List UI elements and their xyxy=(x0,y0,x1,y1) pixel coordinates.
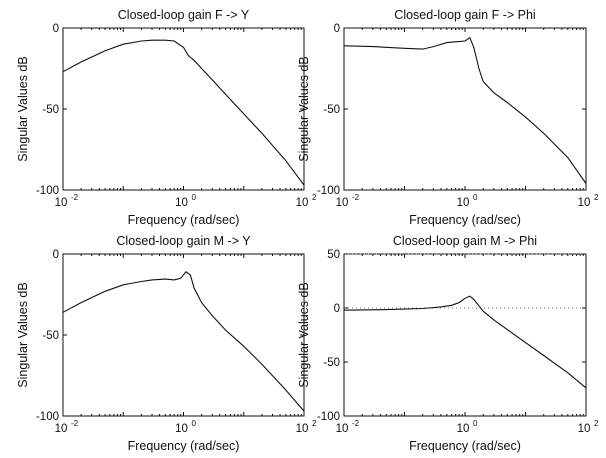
x-tick-label: 10 xyxy=(175,197,188,209)
x-tick-exponent: -2 xyxy=(71,419,79,428)
x-tick-label: 10 xyxy=(578,423,591,435)
x-tick-exponent: 0 xyxy=(192,419,197,428)
y-tick-label: -100 xyxy=(317,411,340,423)
y-tick-label: -50 xyxy=(323,104,340,116)
x-tick-label: 10 xyxy=(296,423,309,435)
axes-frame xyxy=(343,253,587,417)
x-tick-exponent: 0 xyxy=(473,193,478,202)
plot-title: Closed-loop gain F -> Y xyxy=(118,8,250,22)
x-axis-label: Frequency (rad/sec) xyxy=(409,213,521,227)
y-axis-label: Singular Values dB xyxy=(16,56,30,161)
singular-value-line xyxy=(62,271,305,412)
y-tick-label: 0 xyxy=(53,249,59,261)
plot-title: Closed-loop gain M -> Phi xyxy=(393,234,537,248)
plot-title: Closed-loop gain F -> Phi xyxy=(394,8,535,22)
x-axis-label: Frequency (rad/sec) xyxy=(128,439,240,453)
y-tick-label: 50 xyxy=(327,249,340,261)
x-tick-exponent: 2 xyxy=(312,193,317,202)
y-axis-label: Singular Values dB xyxy=(297,282,311,387)
y-tick-label: -50 xyxy=(323,357,340,369)
x-tick-label: 10 xyxy=(175,423,188,435)
y-tick-label: -100 xyxy=(36,185,59,197)
x-tick-label: 10 xyxy=(578,197,591,209)
x-tick-label: 10 xyxy=(336,197,349,209)
y-tick-label: -100 xyxy=(36,411,59,423)
axes-frame xyxy=(62,27,305,191)
y-tick-label: -100 xyxy=(317,185,340,197)
y-tick-label: 0 xyxy=(53,23,59,35)
x-tick-exponent: -2 xyxy=(352,193,360,202)
x-tick-label: 10 xyxy=(457,423,470,435)
y-tick-label: 0 xyxy=(334,23,340,35)
x-tick-label: 10 xyxy=(336,423,349,435)
y-tick-label: -50 xyxy=(42,104,59,116)
x-tick-exponent: 2 xyxy=(312,419,317,428)
singular-value-line xyxy=(343,36,587,184)
singular-value-line xyxy=(62,39,305,186)
y-axis-label: Singular Values dB xyxy=(297,56,311,161)
x-tick-exponent: -2 xyxy=(352,419,360,428)
axes-frame xyxy=(343,27,587,191)
x-tick-label: 10 xyxy=(55,197,68,209)
y-tick-label: -50 xyxy=(42,330,59,342)
x-tick-exponent: 2 xyxy=(594,193,599,202)
x-tick-label: 10 xyxy=(296,197,309,209)
x-tick-label: 10 xyxy=(457,197,470,209)
x-tick-label: 10 xyxy=(55,423,68,435)
plot-title: Closed-loop gain M -> Y xyxy=(116,234,251,248)
x-tick-exponent: 0 xyxy=(192,193,197,202)
axes-frame xyxy=(62,253,305,417)
x-tick-exponent: 2 xyxy=(594,419,599,428)
y-axis-label: Singular Values dB xyxy=(16,282,30,387)
x-tick-exponent: -2 xyxy=(71,193,79,202)
x-axis-label: Frequency (rad/sec) xyxy=(409,439,521,453)
y-tick-label: 0 xyxy=(334,303,340,315)
singular-value-line xyxy=(343,295,587,389)
x-axis-label: Frequency (rad/sec) xyxy=(128,213,240,227)
x-tick-exponent: 0 xyxy=(473,419,478,428)
